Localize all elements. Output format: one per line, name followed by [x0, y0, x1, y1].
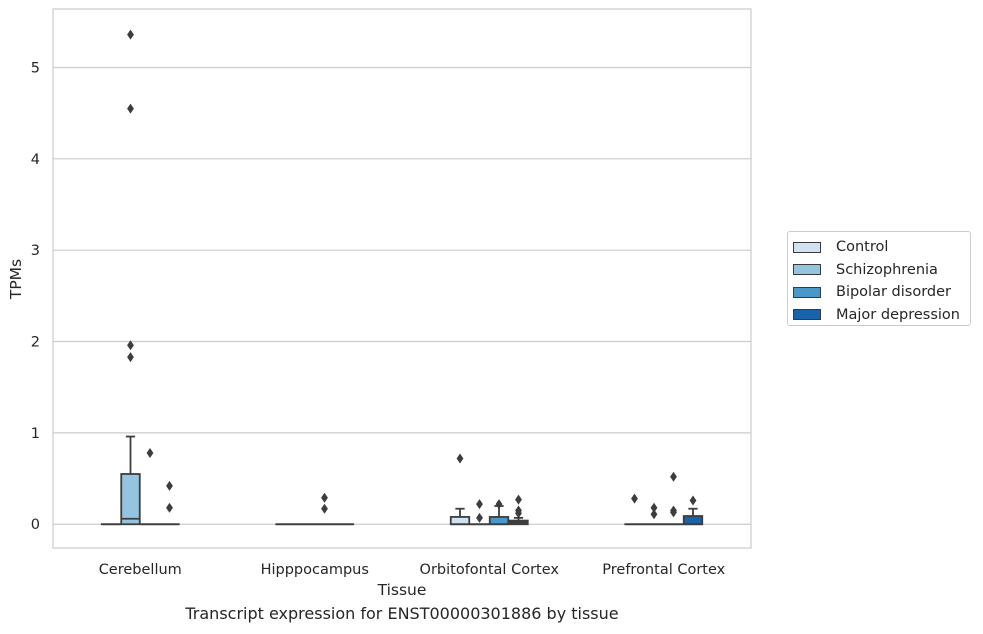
outlier-point: [127, 352, 134, 363]
box-group: [508, 494, 529, 526]
box: [488, 516, 510, 526]
legend-label: Control: [836, 239, 889, 256]
box: [682, 515, 704, 526]
outlier-point: [515, 508, 522, 519]
box-group: [624, 493, 645, 526]
box: [449, 516, 471, 526]
x-tick-label: Prefrontal Cortex: [602, 562, 725, 578]
y-tick-label: 5: [31, 60, 40, 76]
box-group: [682, 495, 704, 526]
outlier-point: [321, 492, 328, 503]
y-gridlines: [53, 66, 751, 525]
outlier-point: [166, 502, 173, 513]
outlier-point: [127, 103, 134, 114]
legend-label: Bipolar disorder: [836, 284, 951, 301]
box-group: [120, 29, 141, 526]
box: [120, 473, 141, 526]
box-group: [139, 447, 161, 526]
outlier-point: [166, 480, 173, 491]
outlier-point: [456, 453, 464, 464]
y-tick-label: 3: [31, 243, 40, 259]
legend-swatch: [793, 309, 821, 321]
legend-item: Schizophrenia: [793, 259, 970, 282]
y-tick-label: 2: [31, 335, 40, 351]
outlier-point: [321, 503, 328, 514]
outlier-point: [689, 495, 697, 506]
outlier-point: [650, 502, 658, 513]
box-group: [488, 499, 510, 526]
box-group: [159, 480, 180, 526]
y-tick-label: 1: [31, 426, 40, 442]
plot-area-frame: [52, 8, 752, 549]
outlier-point: [127, 29, 134, 40]
outlier-point: [631, 493, 638, 504]
chart-caption: Transcript expression for ENST0000030188…: [185, 604, 619, 623]
x-tick-label: Hipppocampus: [261, 562, 369, 578]
outlier-point: [650, 509, 658, 520]
legend-swatch: [793, 286, 821, 298]
legend-swatch: [793, 264, 821, 276]
outlier-point: [670, 471, 677, 482]
legend-item: Bipolar disorder: [793, 281, 970, 304]
outlier-point: [515, 494, 522, 505]
legend: Control Schizophrenia Bipolar disorder Majo…: [787, 231, 971, 326]
x-tick-labels: Cerebellum Hipppocampus Orbitofontal Corte…: [99, 562, 726, 578]
box-group: [449, 453, 471, 526]
x-tick-label: Orbitofontal Cortex: [420, 562, 560, 578]
legend-label: Schizophrenia: [836, 261, 938, 278]
y-tick-labels: 0 1 2 3 4 5: [31, 60, 40, 533]
legend-swatch: [793, 241, 821, 253]
outlier-point: [476, 499, 483, 510]
outlier-point: [146, 447, 154, 458]
y-tick-label: 0: [31, 517, 40, 533]
outlier-point: [476, 512, 483, 523]
legend-label: Major depression: [836, 306, 960, 323]
outlier-point: [670, 507, 677, 518]
boxes-layer: [100, 29, 704, 526]
box-group: [663, 471, 684, 526]
box-group: [314, 492, 335, 526]
outlier-point: [127, 340, 134, 351]
box-group: [469, 499, 490, 526]
outlier-point: [495, 499, 503, 510]
legend-item: Control: [793, 236, 970, 259]
y-tick-label: 4: [31, 152, 40, 168]
x-axis-title: Tissue: [377, 581, 427, 599]
legend-item: Major depression: [793, 304, 970, 327]
y-axis-title: TPMs: [7, 259, 25, 300]
x-tick-label: Cerebellum: [99, 562, 182, 578]
box-group: [643, 502, 665, 526]
